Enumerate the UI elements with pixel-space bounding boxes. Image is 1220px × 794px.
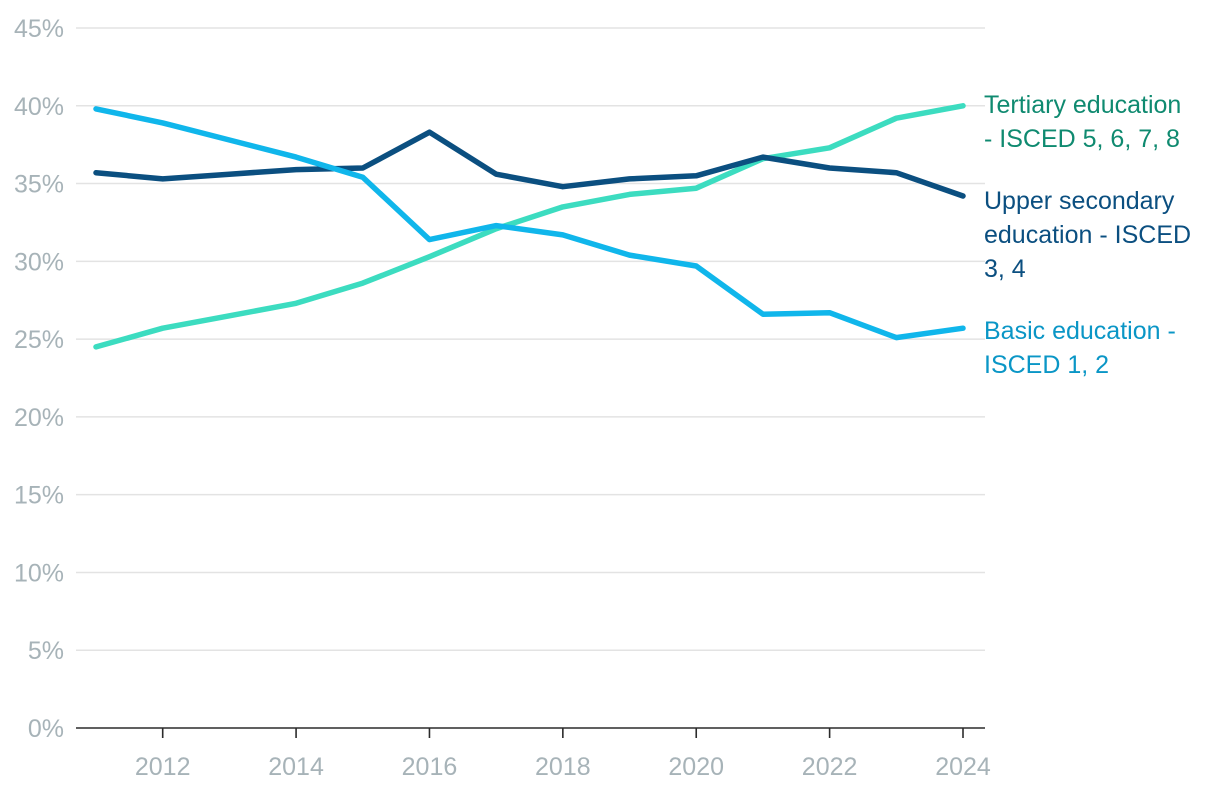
series-line-1 <box>93 129 966 199</box>
y-tick-label: 25% <box>14 326 64 354</box>
x-tick-label: 2016 <box>402 753 458 781</box>
series-label-line: ISCED 1, 2 <box>984 351 1109 379</box>
x-axis: 2012 2014 2016 2018 2020 2022 2024 <box>76 727 991 781</box>
series-label-line: - ISCED 5, 6, 7, 8 <box>984 125 1180 153</box>
x-tick-label: 2014 <box>268 753 324 781</box>
x-tick-label: 2018 <box>535 753 591 781</box>
series-label-2: Basic education - ISCED 1, 2 <box>984 317 1176 379</box>
y-tick-label: 40% <box>14 93 64 121</box>
x-tick-label: 2020 <box>668 753 724 781</box>
series-label-line: Tertiary education <box>984 91 1181 119</box>
y-tick-label: 15% <box>14 482 64 510</box>
series-label-1: Upper secondary education - ISCED 3, 4 <box>984 187 1191 283</box>
series-label-line: education - ISCED <box>984 221 1191 249</box>
series-line-0 <box>93 103 966 350</box>
y-axis-tick-labels: 0% 5% 10% 15% 20% 25% 30% 35% 40% 45% <box>14 15 64 743</box>
x-tick-label: 2012 <box>135 753 191 781</box>
y-tick-label: 5% <box>28 637 64 665</box>
y-tick-label: 35% <box>14 171 64 199</box>
x-tick-label: 2024 <box>935 753 991 781</box>
series-label-line: Basic education - <box>984 317 1176 345</box>
series-label-line: 3, 4 <box>984 255 1026 283</box>
y-tick-label: 45% <box>14 15 64 43</box>
y-tick-label: 10% <box>14 559 64 587</box>
series-lines <box>93 103 966 350</box>
x-tick-label: 2022 <box>802 753 858 781</box>
y-tick-label: 20% <box>14 404 64 432</box>
series-label-line: Upper secondary <box>984 187 1175 215</box>
y-tick-label: 30% <box>14 248 64 276</box>
series-labels: Tertiary education - ISCED 5, 6, 7, 8 Uppe… <box>984 91 1191 379</box>
y-tick-label: 0% <box>28 715 64 743</box>
series-line-2 <box>93 106 966 341</box>
gridlines <box>76 27 985 651</box>
series-label-0: Tertiary education - ISCED 5, 6, 7, 8 <box>984 91 1181 153</box>
